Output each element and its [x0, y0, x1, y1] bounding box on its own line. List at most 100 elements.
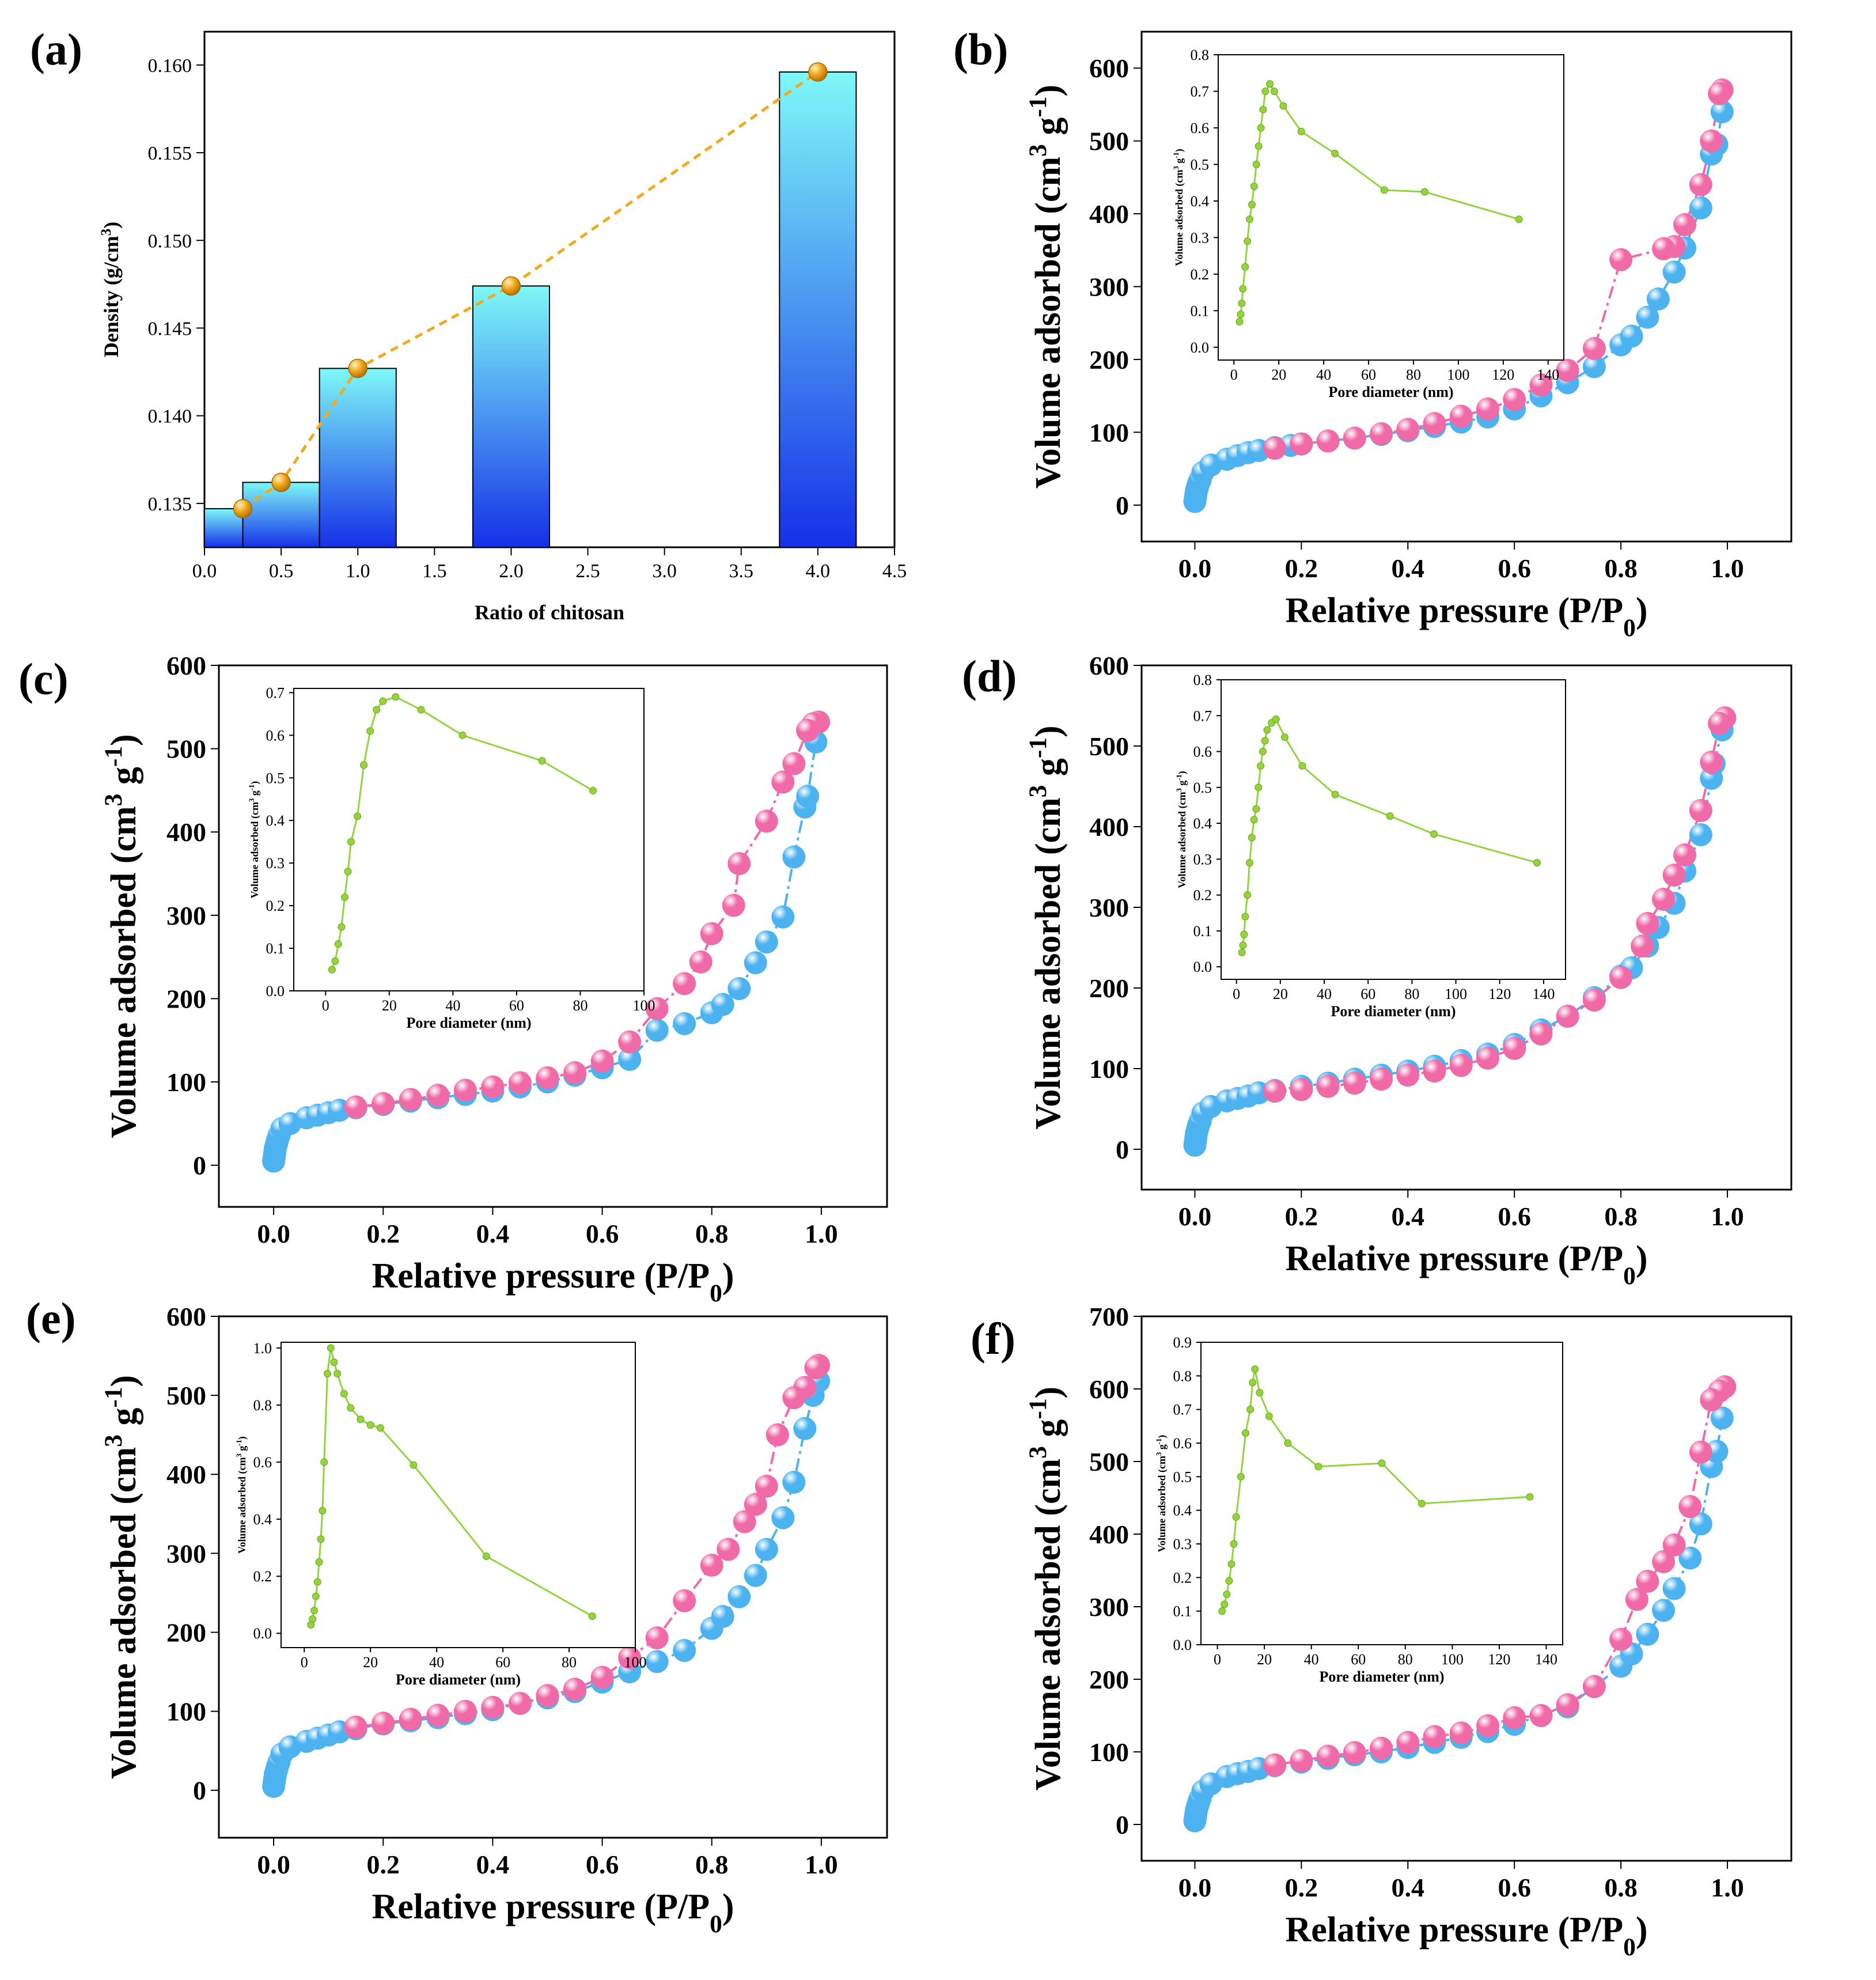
y-tick-label: 300 [1089, 1592, 1129, 1622]
adsorption-point [711, 993, 734, 1016]
density-point [348, 358, 367, 378]
panel-label: (c) [18, 654, 69, 704]
inset-frame [1218, 54, 1564, 361]
inset-point [1239, 285, 1247, 293]
desorption-point [563, 1678, 587, 1701]
y-tick-label: 0.7 [266, 684, 285, 701]
desorption-point [1449, 1721, 1473, 1745]
desorption-point [1370, 1067, 1393, 1091]
x-tick-label: 0.0 [1178, 1202, 1212, 1231]
x-tick-label: 0.0 [1178, 1873, 1212, 1902]
desorption-point [453, 1078, 477, 1102]
y-tick-label: 0.0 [266, 983, 285, 1000]
inset-point [538, 757, 546, 765]
desorption-point [1503, 388, 1526, 411]
desorption-point [700, 1553, 723, 1577]
inset-point [1298, 762, 1306, 770]
y-tick-label: 500 [1089, 732, 1129, 761]
y-tick-label: 0.3 [1193, 851, 1212, 868]
inset-point [1241, 263, 1249, 271]
x-tick-label: 60 [509, 997, 524, 1014]
x-tick-label: 0.8 [1604, 1873, 1638, 1902]
desorption-point [536, 1684, 559, 1708]
inset-point [1249, 1379, 1257, 1387]
x-tick-label: 0.2 [1285, 554, 1318, 583]
inset-point [1418, 1500, 1426, 1508]
desorption-point [1708, 82, 1731, 105]
y-axis-title: Density (g/cm3) [98, 222, 123, 358]
density-point [501, 276, 521, 296]
desorption-point [590, 1665, 614, 1689]
y-tick-label: 0.4 [253, 1511, 272, 1528]
x-tick-label: 40 [429, 1654, 444, 1671]
y-tick-label: 0 [1116, 1135, 1129, 1164]
inset-point [482, 1552, 490, 1560]
desorption-point [1678, 1495, 1702, 1519]
adsorption-point [1620, 324, 1643, 348]
inset-point [1252, 160, 1260, 168]
x-tick-label: 0.2 [366, 1850, 400, 1879]
inset-point [1261, 737, 1269, 745]
inset-point [1225, 1577, 1233, 1585]
desorption-point [1700, 1388, 1723, 1411]
desorption-point [1316, 1074, 1340, 1098]
desorption-point [755, 809, 778, 833]
x-tick-label: 1.0 [1711, 554, 1744, 583]
plot-frame [218, 1315, 888, 1839]
inset-point [319, 1506, 327, 1515]
desorption-point [755, 1474, 778, 1498]
desorption-point [1631, 934, 1654, 958]
y-tick-label: 0.2 [253, 1568, 272, 1585]
desorption-point [1343, 1072, 1366, 1095]
inset-point [357, 1415, 365, 1424]
inset-point [366, 1421, 374, 1429]
y-tick-label: 500 [1089, 1447, 1129, 1477]
x-tick-label: 100 [624, 1654, 647, 1671]
inset-point [589, 786, 597, 794]
y-tick-label: 0.3 [1173, 1536, 1192, 1553]
x-tick-label: 0.4 [1392, 1202, 1425, 1231]
desorption-point [1673, 213, 1697, 237]
adsorption-point [755, 1538, 778, 1561]
x-tick-label: 0.4 [476, 1219, 510, 1248]
x-tick-label: 3.0 [652, 561, 677, 582]
y-tick-label: 0.5 [1193, 779, 1212, 796]
inset-point [1257, 124, 1265, 132]
inset-point [1256, 1389, 1264, 1396]
x-tick-label: 40 [1316, 366, 1331, 383]
inset-point [1248, 200, 1256, 209]
adsorption-point [771, 905, 795, 929]
inset-background [294, 688, 644, 991]
inset-background [1221, 680, 1566, 979]
y-tick-label: 400 [166, 817, 206, 847]
inset-point [1246, 1406, 1255, 1414]
adsorption-point [793, 1417, 817, 1440]
y-tick-label: 500 [166, 1381, 206, 1410]
desorption-point [673, 1589, 696, 1612]
desorption-point [1423, 1059, 1446, 1083]
inset-point [1386, 812, 1394, 820]
desorption-point [1476, 1714, 1499, 1737]
inset-point [328, 966, 336, 974]
density-point [271, 472, 291, 493]
y-tick-label: 0 [1116, 1810, 1129, 1839]
y-tick-label: 0.6 [253, 1454, 272, 1471]
desorption-point [1423, 1725, 1446, 1748]
inset-point [317, 1535, 325, 1543]
desorption-point [618, 1030, 642, 1054]
inset-point [320, 1458, 328, 1466]
inset-point [1238, 300, 1246, 308]
density-point [233, 499, 253, 518]
y-tick-label: 600 [1089, 1375, 1129, 1404]
adsorption-point [1582, 355, 1606, 378]
x-tick-label: 1.0 [805, 1219, 838, 1248]
x-tick-label: 120 [1488, 986, 1511, 1002]
x-tick-label: 0 [322, 997, 329, 1014]
x-tick-label: 120 [1492, 366, 1514, 383]
desorption-point [372, 1712, 395, 1735]
inset-point [1246, 215, 1254, 224]
inset-point [1515, 215, 1523, 224]
desorption-point [563, 1061, 587, 1085]
inset-line [1241, 718, 1537, 953]
